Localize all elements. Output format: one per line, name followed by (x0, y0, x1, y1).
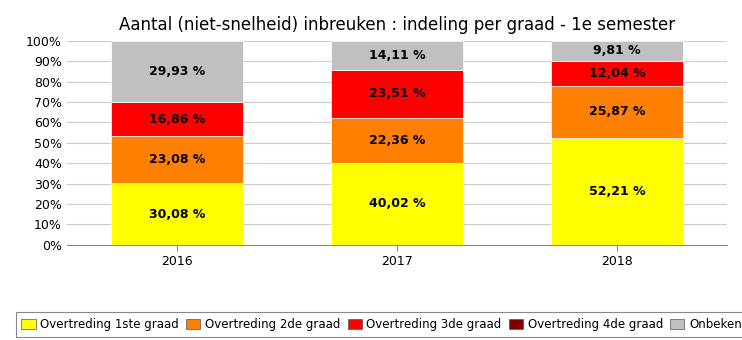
Bar (551, 41, 683, 61)
Text: 23,51 %: 23,51 % (369, 87, 425, 100)
Text: 12,04 %: 12,04 % (589, 67, 646, 80)
Bar (551, 86, 683, 138)
Bar (111, 184, 243, 245)
Title: Aantal (niet-snelheid) inbreuken : indeling per graad - 1e semester: Aantal (niet-snelheid) inbreuken : indel… (119, 16, 675, 34)
Text: 52,21 %: 52,21 % (589, 185, 646, 198)
Legend: Overtreding 1ste graad, Overtreding 2de graad, Overtreding 3de graad, Overtredin: Overtreding 1ste graad, Overtreding 2de … (16, 312, 742, 337)
Bar (331, 41, 463, 70)
Bar (331, 163, 463, 245)
Text: 14,11 %: 14,11 % (369, 49, 425, 62)
Bar (551, 138, 683, 245)
Bar (111, 102, 243, 136)
Text: 16,86 %: 16,86 % (148, 113, 205, 126)
Text: 23,08 %: 23,08 % (148, 153, 205, 166)
Text: 22,36 %: 22,36 % (369, 134, 425, 147)
Text: 40,02 %: 40,02 % (369, 198, 425, 210)
Text: 25,87 %: 25,87 % (589, 105, 646, 118)
Bar (111, 136, 243, 184)
Text: 9,81 %: 9,81 % (594, 44, 641, 57)
Text: 29,93 %: 29,93 % (148, 65, 205, 78)
Bar (331, 118, 463, 163)
Bar (551, 61, 683, 86)
Bar (331, 70, 463, 118)
Bar (111, 41, 243, 102)
Text: 30,08 %: 30,08 % (148, 208, 205, 221)
